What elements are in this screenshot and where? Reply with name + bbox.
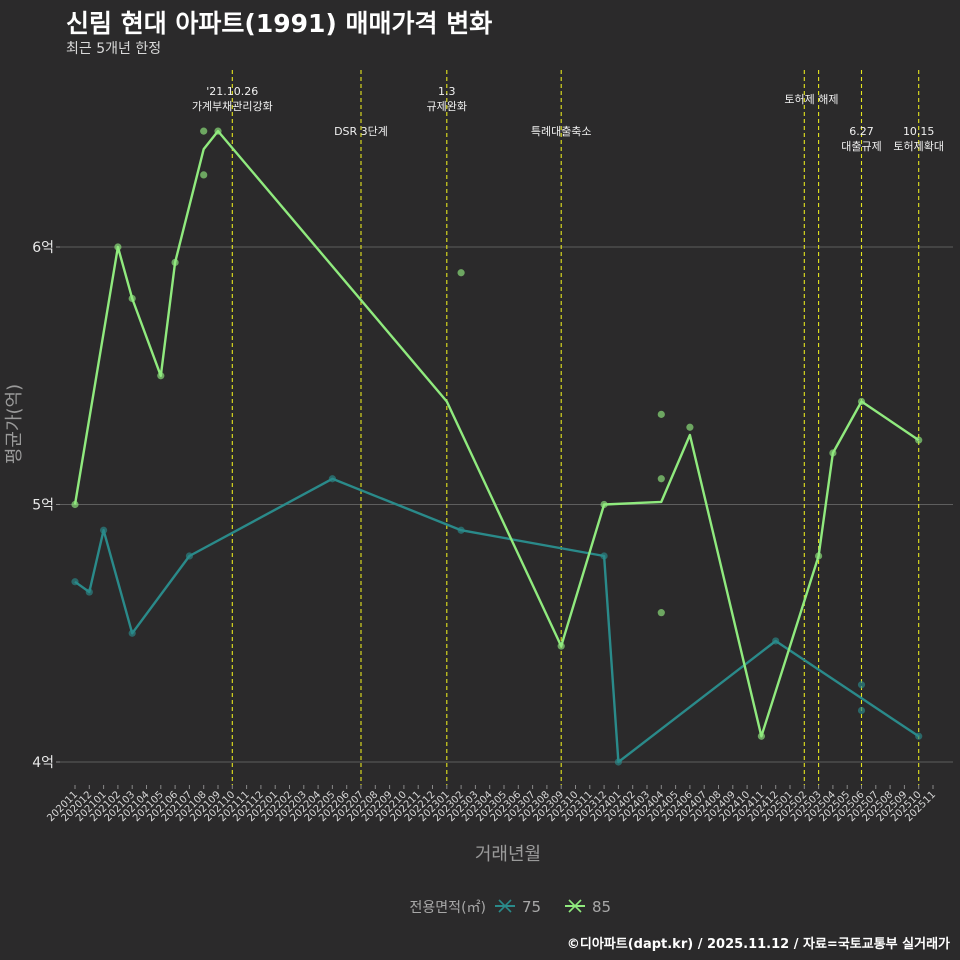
data-point-85: [915, 436, 923, 444]
legend-key-mark-85: [568, 899, 582, 913]
data-point-75: [614, 758, 623, 766]
y-tick-label: 6억: [32, 240, 54, 256]
data-point-85: [171, 258, 179, 267]
event-label: 6.27: [849, 125, 874, 138]
legend-label-75: 75: [522, 898, 541, 916]
event-label: 1.3: [438, 85, 456, 98]
event-label: 특례대출축소: [531, 125, 592, 138]
data-point-85: [857, 397, 866, 406]
data-point-75: [915, 732, 923, 740]
y-tick-label: 5억: [32, 498, 54, 514]
data-point-85: [829, 449, 837, 457]
data-point-75: [328, 475, 336, 483]
data-point-85: [214, 127, 222, 135]
legend-label-85: 85: [592, 898, 611, 916]
source-caption: ©디아파트(dapt.kr) / 2025.11.12 / 자료=국토교통부 실…: [566, 937, 950, 952]
data-point-85: [557, 642, 565, 650]
data-point-85: [200, 127, 208, 135]
data-point-85: [657, 410, 665, 418]
data-point-75: [772, 637, 780, 645]
series-line-75: [74, 477, 920, 764]
data-point-85: [757, 732, 766, 740]
legend-title: 전용면적(㎡): [410, 900, 486, 916]
data-point-75: [185, 552, 193, 560]
event-label: 10.15: [903, 125, 935, 138]
y-tick-label: 4억: [32, 755, 54, 771]
data-point-85: [600, 500, 608, 509]
data-point-85: [114, 243, 122, 251]
event-label: 가계부채관리강화: [192, 100, 273, 113]
data-point-75: [457, 526, 465, 534]
event-label: 대출규제: [841, 140, 881, 153]
data-point-85: [686, 423, 694, 431]
data-point-75: [71, 578, 79, 586]
data-point-75: [600, 552, 608, 560]
series-line-85: [73, 129, 920, 738]
data-point-85: [157, 372, 165, 380]
data-point-85: [657, 609, 665, 617]
event-label: DSR 3단계: [334, 125, 388, 138]
data-point-85: [457, 269, 465, 277]
data-point-75: [100, 526, 108, 534]
data-point-85: [815, 552, 823, 560]
x-axis-title: 거래년월: [475, 844, 541, 865]
event-label: '21.10.26: [206, 85, 258, 98]
chart-subtitle: 최근 5개년 한정: [66, 41, 162, 57]
legend-key-mark-75: [498, 899, 512, 913]
data-point-75: [128, 629, 136, 637]
data-point-75: [857, 681, 866, 689]
data-point-75: [857, 706, 866, 715]
event-label: 규제완화: [427, 100, 467, 113]
data-point-85: [200, 171, 208, 179]
data-point-85: [128, 294, 136, 303]
chart-title: 신림 현대 아파트(1991) 매매가격 변화: [66, 9, 493, 38]
y-axis-title: 평균가(억): [4, 384, 25, 464]
data-point-75: [85, 588, 93, 596]
data-point-85: [71, 500, 79, 509]
event-label: 토허제 해제: [784, 92, 838, 106]
event-label: 토허제확대: [893, 140, 944, 153]
data-point-85: [657, 475, 665, 483]
